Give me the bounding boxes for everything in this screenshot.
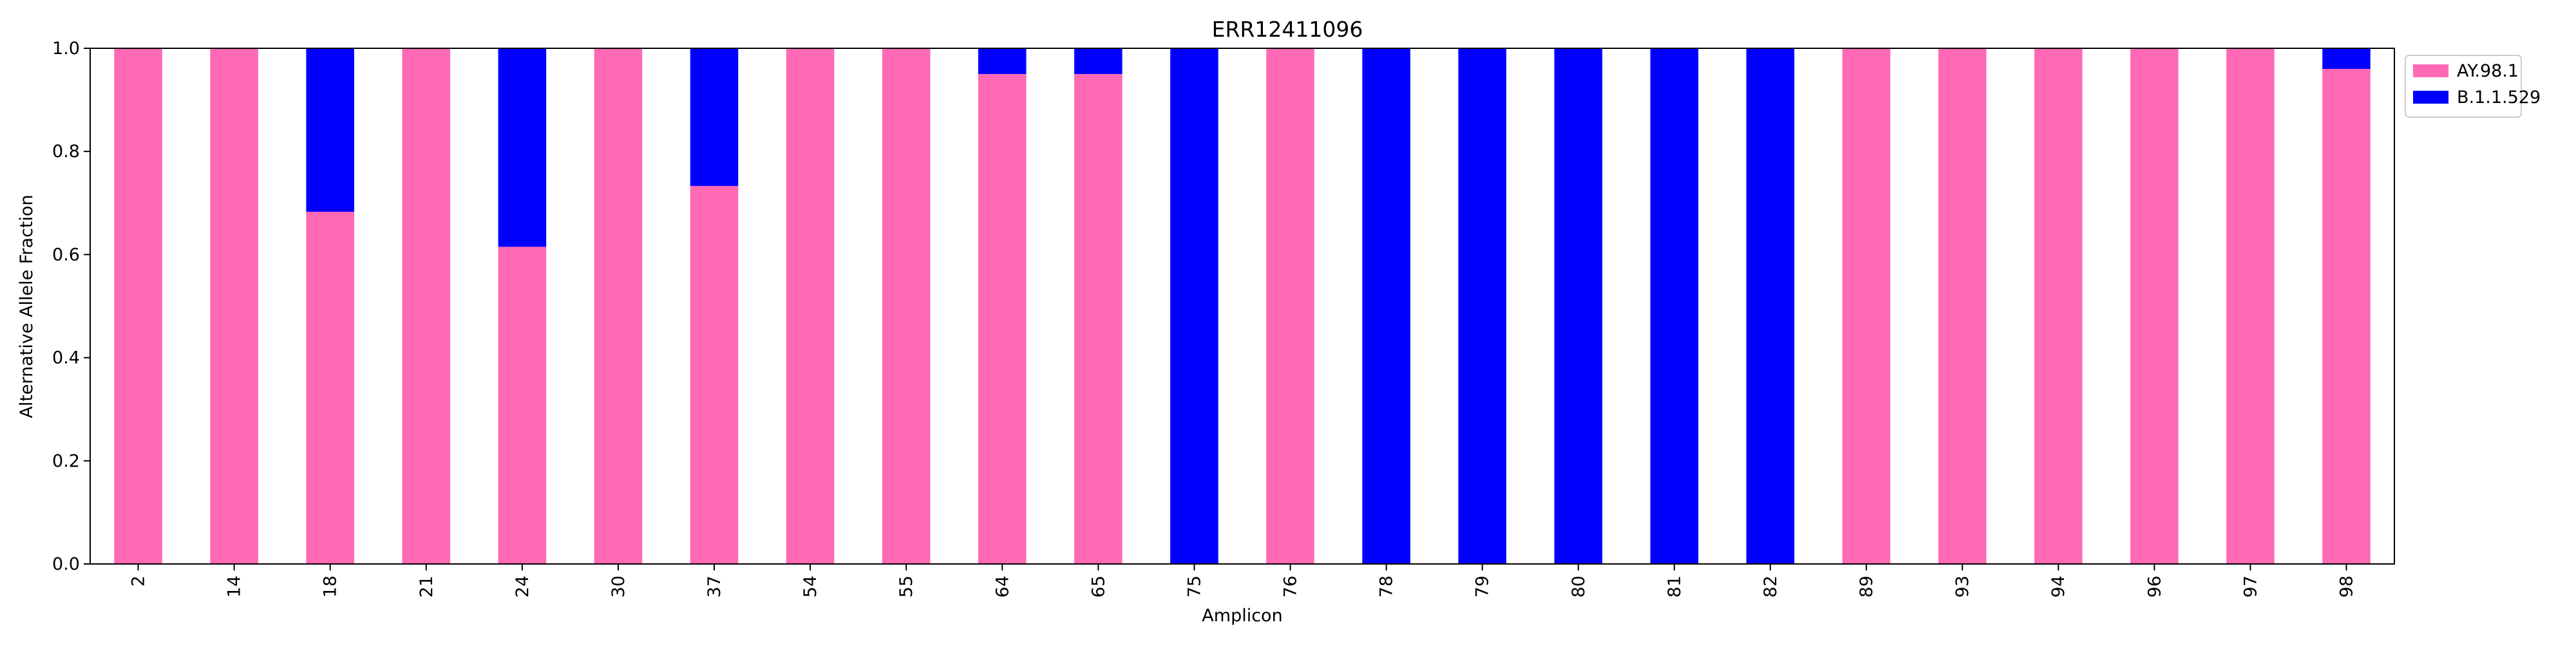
x-tick-label: 54 [800, 576, 820, 597]
legend-label-0: AY.98.1 [2457, 61, 2519, 81]
bar-76-series-0 [1266, 48, 1314, 564]
x-tick-label: 64 [992, 576, 1012, 597]
x-tick-label: 55 [896, 576, 916, 597]
bar-78-series-1 [1362, 48, 1410, 564]
x-tick-label: 93 [1953, 576, 1973, 597]
x-tick-label: 21 [417, 576, 437, 597]
x-tick-label: 76 [1281, 576, 1301, 597]
x-tick-label: 75 [1184, 576, 1204, 597]
x-axis-label: Amplicon [1202, 606, 1282, 626]
bar-82-series-1 [1746, 48, 1795, 564]
bar-89-series-0 [1842, 48, 1891, 564]
bar-37-series-0 [690, 185, 739, 564]
bar-54-series-0 [786, 48, 835, 564]
bar-14-series-0 [210, 48, 258, 564]
x-tick-label: 37 [705, 576, 724, 597]
bar-98-series-0 [2322, 69, 2371, 565]
legend-label-1: B.1.1.529 [2457, 88, 2541, 108]
bar-18-series-0 [306, 211, 354, 564]
x-tick-label: 18 [321, 576, 341, 597]
bar-55-series-0 [882, 48, 931, 564]
x-tick-label: 89 [1857, 576, 1877, 597]
bar-65-series-0 [1074, 74, 1122, 565]
bar-96-series-0 [2130, 48, 2179, 564]
x-tick-label: 30 [609, 576, 629, 597]
bar-2-series-0 [114, 48, 162, 564]
bar-18-series-1 [306, 48, 354, 212]
x-axis-ticks: 2 14 18 21 24 30 37 54 55 64 65 75 76 78 79 80 81 82 89 93 9… [129, 564, 2356, 597]
legend-swatch-1 [2413, 91, 2448, 104]
legend: AY.98.1 B.1.1.529 [2405, 55, 2541, 118]
x-tick-label: 79 [1473, 576, 1493, 597]
y-axis-label: Alternative Allele Fraction [17, 194, 37, 418]
bar-64-series-1 [978, 48, 1027, 75]
x-tick-label: 14 [225, 576, 245, 597]
x-tick-label: 65 [1088, 576, 1108, 597]
bar-21-series-0 [402, 48, 451, 564]
bar-65-series-1 [1074, 48, 1122, 75]
bar-94-series-0 [2034, 48, 2083, 564]
x-tick-label: 80 [1569, 576, 1589, 597]
x-tick-label: 82 [1761, 576, 1781, 597]
x-tick-label: 2 [129, 576, 149, 586]
chart-title: ERR12411096 [1212, 17, 1363, 42]
bar-24-series-1 [498, 48, 547, 247]
bar-30-series-0 [594, 48, 643, 564]
y-tick-label: 0.4 [52, 348, 80, 368]
bar-97-series-0 [2226, 48, 2275, 564]
y-tick-label: 0.0 [52, 554, 80, 574]
bars-group [114, 48, 2371, 565]
bar-24-series-0 [498, 247, 547, 564]
bar-37-series-1 [690, 48, 739, 186]
bar-79-series-1 [1458, 48, 1506, 564]
y-tick-label: 1.0 [52, 39, 80, 59]
x-tick-label: 24 [513, 576, 533, 597]
bar-93-series-0 [1938, 48, 1987, 564]
bar-64-series-0 [978, 74, 1027, 565]
bar-80-series-1 [1554, 48, 1603, 564]
bar-81-series-1 [1650, 48, 1699, 564]
bar-98-series-1 [2322, 48, 2371, 70]
x-tick-label: 96 [2145, 576, 2164, 597]
y-tick-label: 0.8 [52, 142, 80, 162]
legend-swatch-0 [2413, 64, 2448, 77]
x-tick-label: 78 [1377, 576, 1397, 597]
x-tick-label: 81 [1665, 576, 1685, 597]
y-tick-label: 0.6 [52, 245, 80, 265]
bar-75-series-1 [1170, 48, 1218, 564]
x-tick-label: 98 [2336, 576, 2356, 597]
x-tick-label: 94 [2049, 576, 2069, 597]
x-tick-label: 97 [2240, 576, 2260, 597]
y-axis-ticks: 0.0 0.2 0.4 0.6 0.8 1.0 [52, 39, 90, 574]
plot-frame [90, 48, 2395, 565]
y-tick-label: 0.2 [52, 451, 80, 471]
